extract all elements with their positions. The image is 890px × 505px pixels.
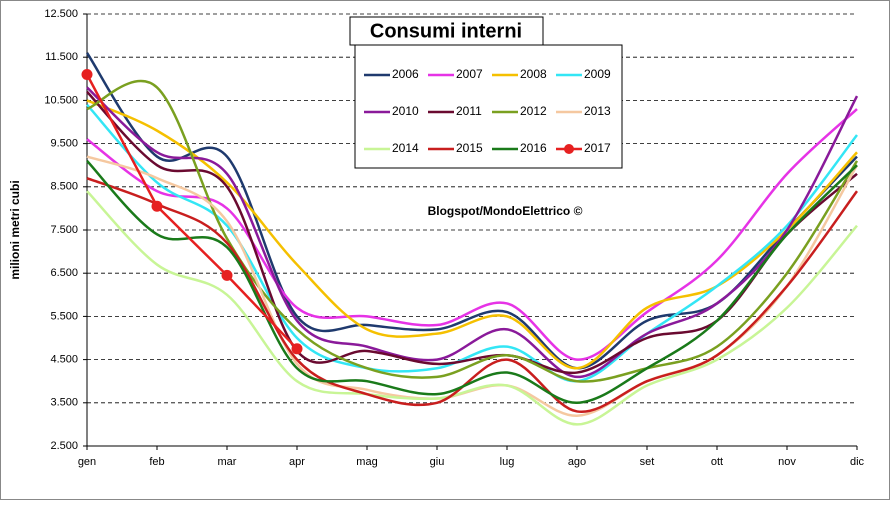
x-tick-label: ago	[568, 456, 586, 468]
y-tick-label: 2.500	[50, 440, 78, 452]
x-tick-label: mag	[356, 456, 377, 468]
legend-label: 2014	[392, 141, 419, 155]
y-tick-label: 3.500	[50, 397, 78, 409]
series-line	[86, 99, 858, 370]
series-marker	[81, 68, 93, 80]
series-line	[86, 79, 859, 383]
x-tick-label: lug	[500, 456, 515, 468]
legend-label: 2007	[456, 67, 483, 81]
series-marker	[291, 343, 303, 355]
legend-label: 2013	[584, 104, 611, 118]
series-marker	[221, 269, 233, 281]
legend-marker	[564, 144, 574, 154]
series-line	[85, 73, 298, 350]
legend-label: 2016	[520, 141, 547, 155]
annotation: Blogspot/MondoElettrico ©	[428, 204, 583, 218]
legend-label: 2010	[392, 104, 419, 118]
y-tick-label: 8.500	[50, 181, 78, 193]
y-tick-label: 6.500	[50, 267, 78, 279]
legend-label: 2012	[520, 104, 547, 118]
series-line	[86, 86, 859, 379]
x-tick-label: ott	[711, 456, 723, 468]
series-marker	[151, 200, 163, 212]
y-tick-label: 5.500	[50, 310, 78, 322]
legend-label: 2011	[456, 104, 482, 118]
legend-label: 2006	[392, 67, 419, 81]
y-axis-label: milioni metri cubi	[8, 180, 22, 279]
x-tick-label: feb	[149, 456, 164, 468]
x-tick-label: apr	[289, 456, 305, 468]
legend-box	[354, 44, 623, 169]
y-tick-label: 4.500	[50, 354, 78, 366]
series-line	[86, 176, 859, 413]
y-tick-label: 7.500	[50, 224, 78, 236]
y-tick-label: 10.500	[44, 94, 78, 106]
x-tick-label: mar	[218, 456, 237, 468]
chart-title: Consumi interni	[370, 20, 522, 42]
series-line	[86, 190, 858, 426]
x-tick-label: set	[640, 456, 655, 468]
x-tick-label: giu	[430, 456, 445, 468]
series-line	[86, 108, 858, 361]
y-tick-label: 11.500	[45, 51, 78, 63]
x-tick-label: gen	[78, 456, 96, 468]
y-tick-label: 12.500	[44, 8, 78, 20]
legend-label: 2009	[584, 67, 611, 81]
x-tick-label: dic	[850, 456, 865, 468]
y-tick-label: 9.500	[50, 138, 78, 150]
legend-label: 2008	[520, 67, 547, 81]
series-line	[86, 160, 858, 405]
legend-label: 2015	[456, 141, 483, 155]
legend-label: 2017	[584, 141, 611, 155]
x-tick-label: nov	[778, 456, 796, 468]
